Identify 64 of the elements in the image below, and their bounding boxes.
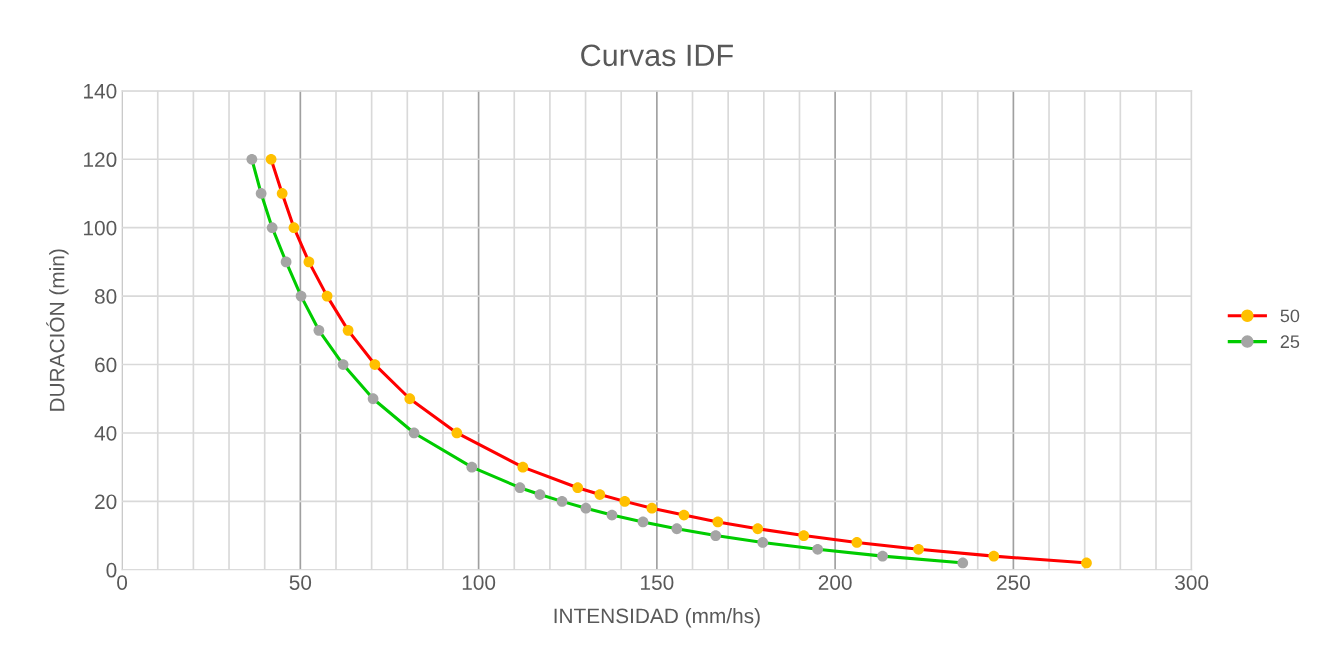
y-tick-label: 0	[106, 562, 117, 578]
point	[710, 530, 722, 541]
point	[678, 509, 690, 521]
point	[266, 222, 278, 234]
point	[619, 496, 631, 507]
point	[556, 496, 568, 507]
y-tick-label: 20	[95, 494, 117, 510]
point	[798, 530, 810, 541]
point	[1081, 557, 1092, 569]
point	[812, 543, 824, 555]
y-tick-label: 60	[95, 357, 117, 373]
x-tick-label: 300	[1175, 575, 1209, 590]
point	[451, 427, 463, 439]
point	[517, 461, 529, 473]
y-tick-label: 40	[94, 425, 117, 441]
point	[295, 290, 307, 302]
x-tick-label: 250	[997, 575, 1030, 590]
point	[276, 188, 288, 199]
point	[367, 393, 379, 405]
point	[303, 256, 315, 268]
point	[404, 393, 416, 405]
point	[752, 523, 764, 535]
point	[606, 509, 618, 521]
chart-title: Curvas IDF	[581, 44, 733, 67]
point	[466, 461, 478, 473]
point	[246, 153, 258, 165]
point	[288, 222, 300, 234]
x-tick-label: 0	[117, 575, 128, 590]
x-tick-label: 100	[462, 575, 496, 590]
point	[313, 324, 325, 336]
point	[342, 324, 354, 336]
point	[265, 153, 277, 165]
y-axis-title: DURACIÓN (min)	[46, 249, 69, 411]
point	[408, 427, 420, 439]
y-tick-label: 100	[84, 220, 117, 236]
point	[757, 537, 769, 548]
point	[712, 516, 724, 528]
point	[913, 543, 924, 555]
point	[514, 482, 526, 494]
point	[988, 550, 1000, 562]
point	[255, 188, 267, 199]
x-tick-label: 50	[289, 575, 312, 590]
point	[280, 256, 292, 268]
point	[369, 359, 381, 370]
point	[534, 489, 546, 500]
point	[337, 359, 349, 370]
point	[594, 489, 606, 500]
x-axis-title: INTENSIDAD (mm/hs)	[554, 607, 760, 628]
point	[877, 550, 888, 562]
point	[646, 502, 658, 514]
point	[671, 523, 683, 535]
point	[321, 290, 333, 302]
x-tick-label: 200	[818, 575, 852, 590]
x-tick-label: 150	[641, 575, 674, 590]
point	[957, 557, 969, 569]
point	[580, 502, 592, 514]
y-tick-label: 120	[84, 152, 117, 168]
point	[637, 516, 649, 528]
legend-label: 25	[1280, 335, 1300, 349]
y-tick-label: 80	[94, 289, 117, 304]
legend-label: 50	[1280, 309, 1300, 323]
point	[572, 482, 584, 494]
y-tick-label: 140	[84, 83, 117, 99]
point	[851, 537, 863, 548]
